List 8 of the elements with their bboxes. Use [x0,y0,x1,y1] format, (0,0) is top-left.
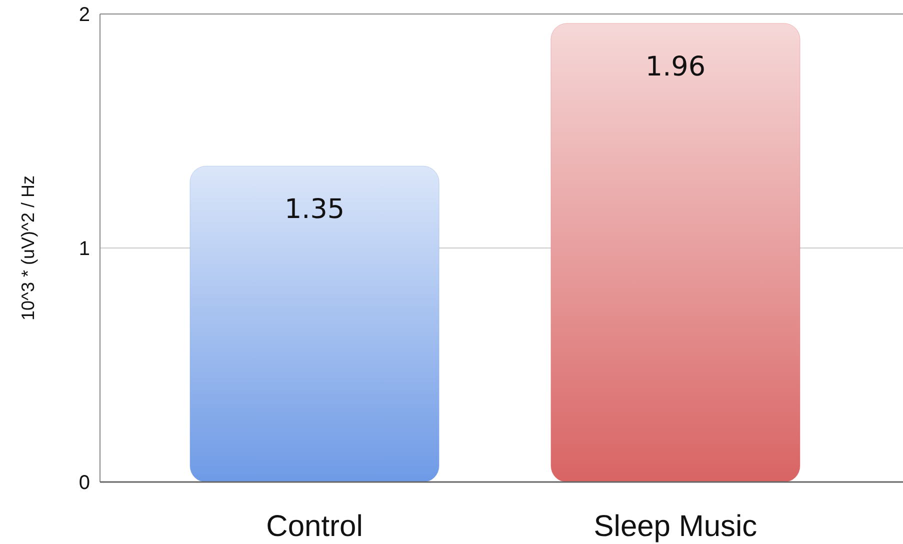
y-tick-label: 1 [78,238,90,260]
x-tick-label: Sleep Music [594,510,758,543]
data-label: 1.96 [645,51,706,82]
y-tick-label: 0 [78,472,90,494]
y-axis-title: 10^3 * (uV)^2 / Hz [18,176,38,320]
data-label: 1.35 [284,194,345,226]
x-tick-label: Control [266,510,363,543]
y-tick-label: 2 [78,4,90,26]
